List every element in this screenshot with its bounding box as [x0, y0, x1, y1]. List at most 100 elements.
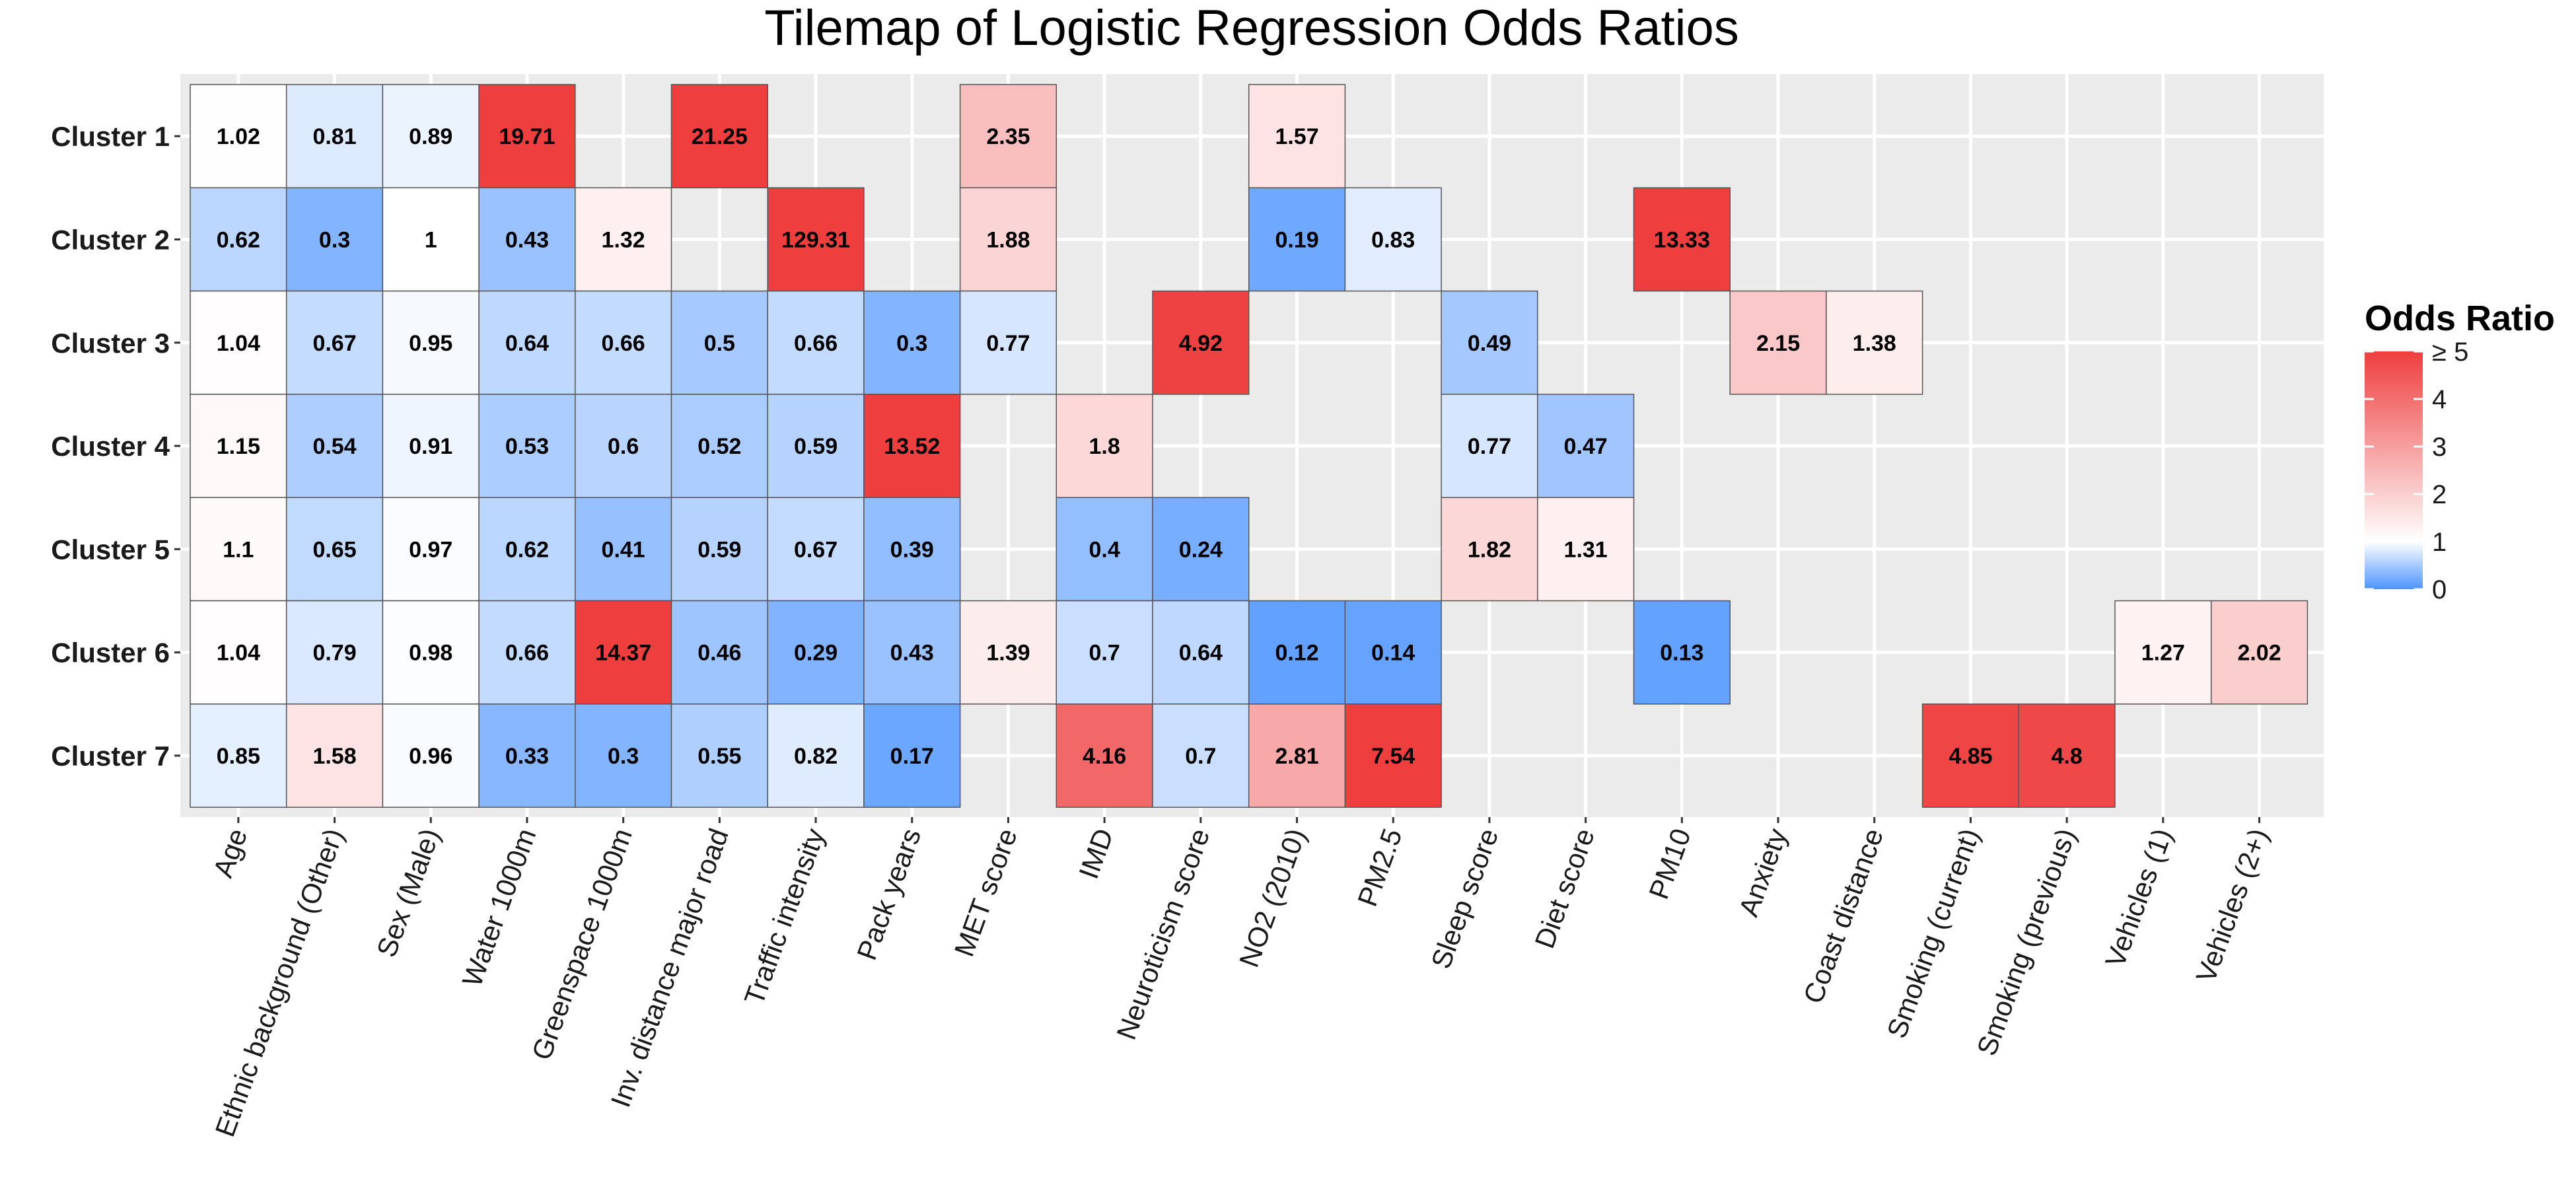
tile-value-label: 0.39: [890, 537, 934, 562]
x-tick-label: NO2 (2010): [1233, 824, 1312, 971]
heatmap-tile: [382, 394, 480, 498]
x-tick-label: Neuroticism score: [1110, 824, 1215, 1044]
heatmap-tile: [478, 497, 576, 602]
heatmap-tile: [767, 394, 865, 498]
x-tick-label: Pack years: [851, 824, 927, 964]
heatmap-tile: [382, 600, 480, 705]
heatmap-tile: [575, 394, 672, 498]
tile-value-label: 1.27: [2141, 641, 2185, 666]
heatmap-tile: [767, 600, 865, 705]
tile-value-label: 0.7: [1089, 641, 1120, 666]
tile-value-label: 2.35: [986, 124, 1030, 149]
heatmap-tile: [1248, 187, 1346, 292]
y-tick-label: Cluster 1: [51, 121, 170, 152]
x-tick-label: Diet score: [1528, 824, 1600, 953]
tile-value-label: 0.66: [794, 331, 838, 356]
tile-value-label: 1.82: [1468, 537, 1511, 562]
heatmap-tile: [1248, 703, 1346, 808]
x-tick-label: MET score: [948, 824, 1023, 960]
heatmap-tile: [382, 497, 480, 602]
heatmap-tile: [670, 290, 768, 395]
tile-value-label: 0.97: [409, 537, 452, 562]
heatmap-tile: [670, 394, 768, 498]
tile-value-label: 0.53: [505, 434, 549, 459]
heatmap-tile: [767, 703, 865, 808]
tile-value-label: 0.49: [1468, 331, 1511, 356]
tile-value-label: 129.31: [781, 227, 850, 252]
x-tick-label: Smoking (current): [1881, 824, 1986, 1042]
y-tick-label: Cluster 6: [51, 637, 170, 668]
tile-value-label: 0.3: [319, 227, 350, 252]
tile-value-label: 0.41: [602, 537, 645, 562]
heatmap-tile: [1921, 703, 2020, 808]
tile-value-label: 13.52: [884, 434, 940, 459]
heatmap-tile: [285, 703, 384, 808]
tile-value-label: 0.43: [890, 641, 934, 666]
x-tick-label: Sex (Male): [371, 824, 446, 961]
heatmap-tile: [1633, 600, 1731, 705]
x-tick-label: Traffic intensity: [738, 824, 831, 1009]
legend-title: Odds Ratio: [2365, 299, 2555, 338]
tile-value-label: 0.47: [1564, 434, 1608, 459]
heatmap-tile: [1537, 394, 1635, 498]
tile-value-label: 21.25: [692, 124, 748, 149]
tile-value-label: 0.59: [698, 537, 741, 562]
legend-tick-label: 1: [2432, 528, 2447, 557]
heatmap-tile: [670, 497, 768, 602]
heatmap-tile: [863, 290, 961, 395]
heatmap-tile: [190, 600, 287, 705]
heatmap-tile: [478, 703, 576, 808]
heatmap-tile: [1055, 497, 1153, 602]
tile-value-label: 0.98: [409, 641, 452, 666]
heatmap-tile: [575, 703, 672, 808]
heatmap-tile: [959, 187, 1057, 292]
heatmap-tile: [670, 600, 768, 705]
tile-value-label: 19.71: [499, 124, 555, 149]
heatmap-tile: [575, 497, 672, 602]
tile-value-label: 0.52: [698, 434, 741, 459]
tile-value-label: 14.37: [595, 641, 651, 666]
tile-value-label: 2.81: [1275, 744, 1318, 769]
tile-value-label: 7.54: [1371, 744, 1415, 769]
heatmap-tile: [1055, 703, 1153, 808]
heatmap-tile: [1248, 600, 1346, 705]
tile-value-label: 0.14: [1371, 641, 1415, 666]
tile-value-label: 13.33: [1654, 227, 1710, 252]
tile-value-label: 4.16: [1083, 744, 1126, 769]
tiles: 1.02 0.81 0.89 19.71 21.25 2.35 1.57 0.62 0.3 1 0.…: [190, 84, 2308, 808]
tile-value-label: 1.8: [1089, 434, 1120, 459]
heatmap-tile: [959, 84, 1057, 189]
tile-value-label: 0.79: [312, 641, 356, 666]
heatmap-tile: [285, 290, 384, 395]
tile-value-label: 0.3: [896, 331, 927, 356]
heatmap-tile: [190, 84, 287, 189]
tile-value-label: 0.62: [217, 227, 260, 252]
tile-value-label: 0.33: [505, 744, 549, 769]
tile-value-label: 0.77: [986, 331, 1030, 356]
x-tick-label: Greenspace 1000m: [526, 824, 638, 1064]
tile-value-label: 0.4: [1089, 537, 1120, 562]
tile-value-label: 0.12: [1275, 641, 1318, 666]
x-tick-label: Age: [207, 824, 254, 881]
tile-value-label: 0.13: [1660, 641, 1703, 666]
heatmap-tile: [1152, 497, 1250, 602]
tile-value-label: 0.5: [704, 331, 735, 356]
tile-value-label: 0.66: [602, 331, 645, 356]
heatmap-tile: [767, 187, 865, 292]
tile-value-label: 1.57: [1275, 124, 1318, 149]
x-tick-label: Vehicles (2+): [2190, 824, 2274, 986]
x-tick-label: IMD: [1073, 824, 1120, 883]
heatmap-tile: [1441, 497, 1538, 602]
heatmap-tile: [478, 84, 576, 189]
tile-value-label: 1.02: [217, 124, 260, 149]
heatmap-tile: [670, 84, 768, 189]
heatmap-tile: [1441, 290, 1538, 395]
heatmap-tile: [1441, 394, 1538, 498]
tile-value-label: 1.04: [217, 641, 260, 666]
legend-tick-label: 2: [2432, 480, 2447, 509]
heatmap-tile: [1152, 290, 1250, 395]
heatmap-tile: [478, 600, 576, 705]
legend: Odds Ratio ≥ 5 4 3 2 1 0: [2365, 299, 2555, 604]
tile-value-label: 0.95: [409, 331, 452, 356]
